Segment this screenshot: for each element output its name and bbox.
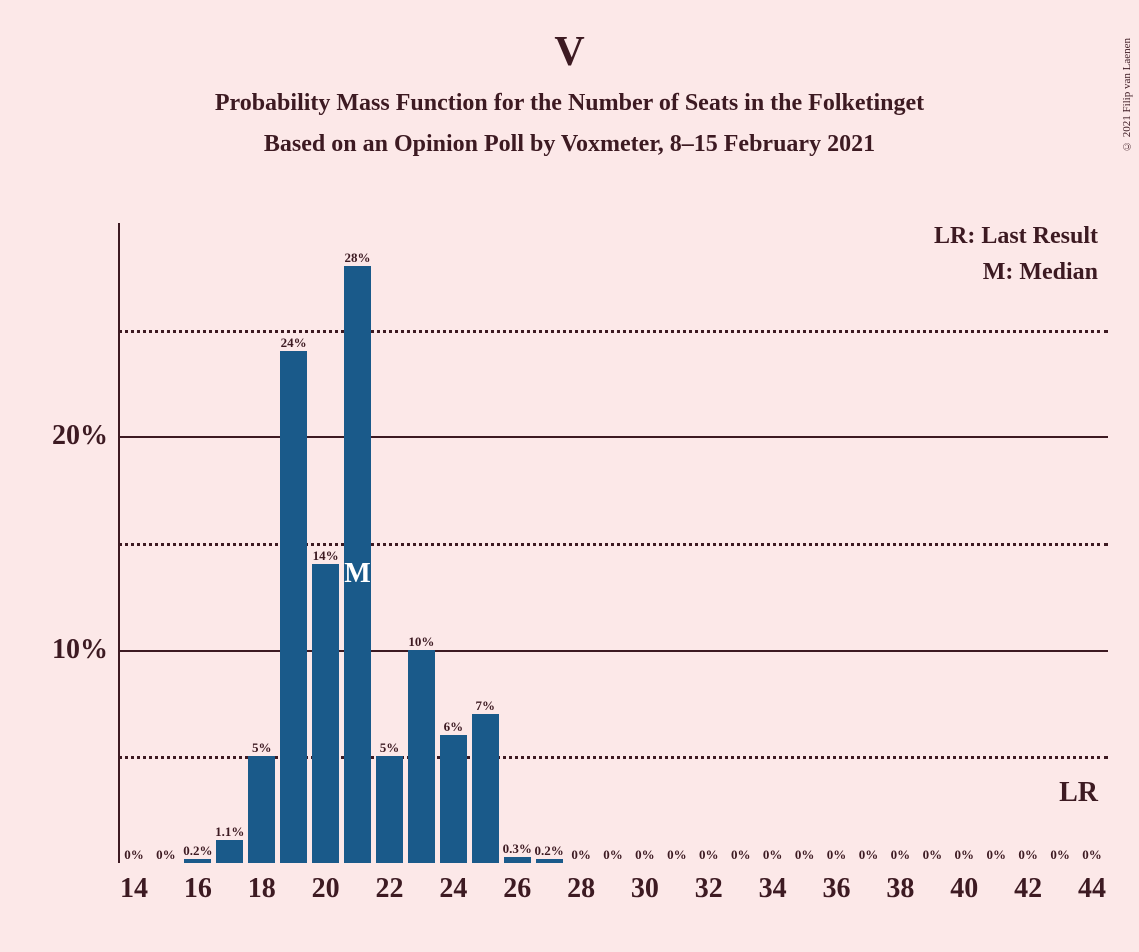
- x-tick-label: 24: [439, 873, 467, 905]
- gridline-minor: [118, 543, 1108, 546]
- gridline-minor: [118, 330, 1108, 333]
- bar-value-label: 0%: [891, 847, 911, 863]
- bar: [440, 735, 467, 863]
- gridline-major: [118, 650, 1108, 652]
- bar-value-label: 0%: [827, 847, 847, 863]
- bar: [536, 859, 563, 863]
- bar-value-label: 0%: [955, 847, 975, 863]
- bar-value-label: 0%: [156, 847, 176, 863]
- bar-value-label: 0%: [763, 847, 783, 863]
- bar-value-label: 0.3%: [503, 841, 532, 857]
- x-tick-label: 38: [886, 873, 914, 905]
- bar-value-label: 0%: [859, 847, 879, 863]
- x-tick-label: 36: [823, 873, 851, 905]
- bar-value-label: 0%: [124, 847, 144, 863]
- bar: [216, 840, 243, 863]
- bar-value-label: 10%: [408, 634, 434, 650]
- bar-value-label: 0%: [1018, 847, 1038, 863]
- chart-plot-area: 10%20%0%0%0.2%1.1%5%24%14%28%5%10%6%7%0.…: [118, 223, 1108, 863]
- bar: [184, 859, 211, 863]
- legend-median: M: Median: [983, 259, 1098, 286]
- copyright-text: © 2021 Filip van Laenen: [1121, 38, 1133, 152]
- bar-value-label: 0%: [699, 847, 719, 863]
- x-tick-label: 30: [631, 873, 659, 905]
- bar-value-label: 0.2%: [535, 843, 564, 859]
- x-tick-label: 34: [759, 873, 787, 905]
- bar-value-label: 28%: [345, 250, 371, 266]
- median-marker: M: [344, 558, 370, 590]
- bar-value-label: 0.2%: [183, 843, 212, 859]
- bar-value-label: 0%: [603, 847, 623, 863]
- last-result-marker: LR: [1059, 777, 1098, 809]
- legend-lr: LR: Last Result: [934, 223, 1098, 250]
- bar-value-label: 24%: [281, 335, 307, 351]
- bar-value-label: 1.1%: [215, 824, 244, 840]
- bar-value-label: 0%: [795, 847, 815, 863]
- x-tick-label: 42: [1014, 873, 1042, 905]
- x-tick-label: 22: [375, 873, 403, 905]
- bar: [408, 650, 435, 863]
- bar: [312, 564, 339, 863]
- bar-value-label: 5%: [380, 740, 400, 756]
- bar: [472, 714, 499, 863]
- bar-value-label: 0%: [923, 847, 943, 863]
- bar: [376, 756, 403, 863]
- bar: [504, 857, 531, 863]
- bar-value-label: 0%: [571, 847, 591, 863]
- bar: [248, 756, 275, 863]
- chart-subtitle-2: Based on an Opinion Poll by Voxmeter, 8–…: [0, 131, 1139, 158]
- bar-value-label: 7%: [476, 698, 496, 714]
- chart-title: V: [0, 28, 1139, 76]
- bar-value-label: 0%: [635, 847, 655, 863]
- x-tick-label: 18: [248, 873, 276, 905]
- x-tick-label: 16: [184, 873, 212, 905]
- y-tick-label: 20%: [8, 420, 108, 452]
- bar-value-label: 0%: [1050, 847, 1070, 863]
- bar-value-label: 0%: [731, 847, 751, 863]
- x-tick-label: 28: [567, 873, 595, 905]
- bar-value-label: 14%: [313, 548, 339, 564]
- bar-value-label: 6%: [444, 719, 464, 735]
- bar-value-label: 0%: [1082, 847, 1102, 863]
- gridline-major: [118, 436, 1108, 438]
- bar-value-label: 0%: [667, 847, 687, 863]
- x-tick-label: 44: [1078, 873, 1106, 905]
- x-tick-label: 14: [120, 873, 148, 905]
- bar: [280, 351, 307, 863]
- y-tick-label: 10%: [8, 634, 108, 666]
- bar-value-label: 5%: [252, 740, 272, 756]
- x-tick-label: 20: [312, 873, 340, 905]
- x-tick-label: 26: [503, 873, 531, 905]
- x-tick-label: 32: [695, 873, 723, 905]
- bar-value-label: 0%: [986, 847, 1006, 863]
- chart-subtitle-1: Probability Mass Function for the Number…: [0, 90, 1139, 117]
- x-tick-label: 40: [950, 873, 978, 905]
